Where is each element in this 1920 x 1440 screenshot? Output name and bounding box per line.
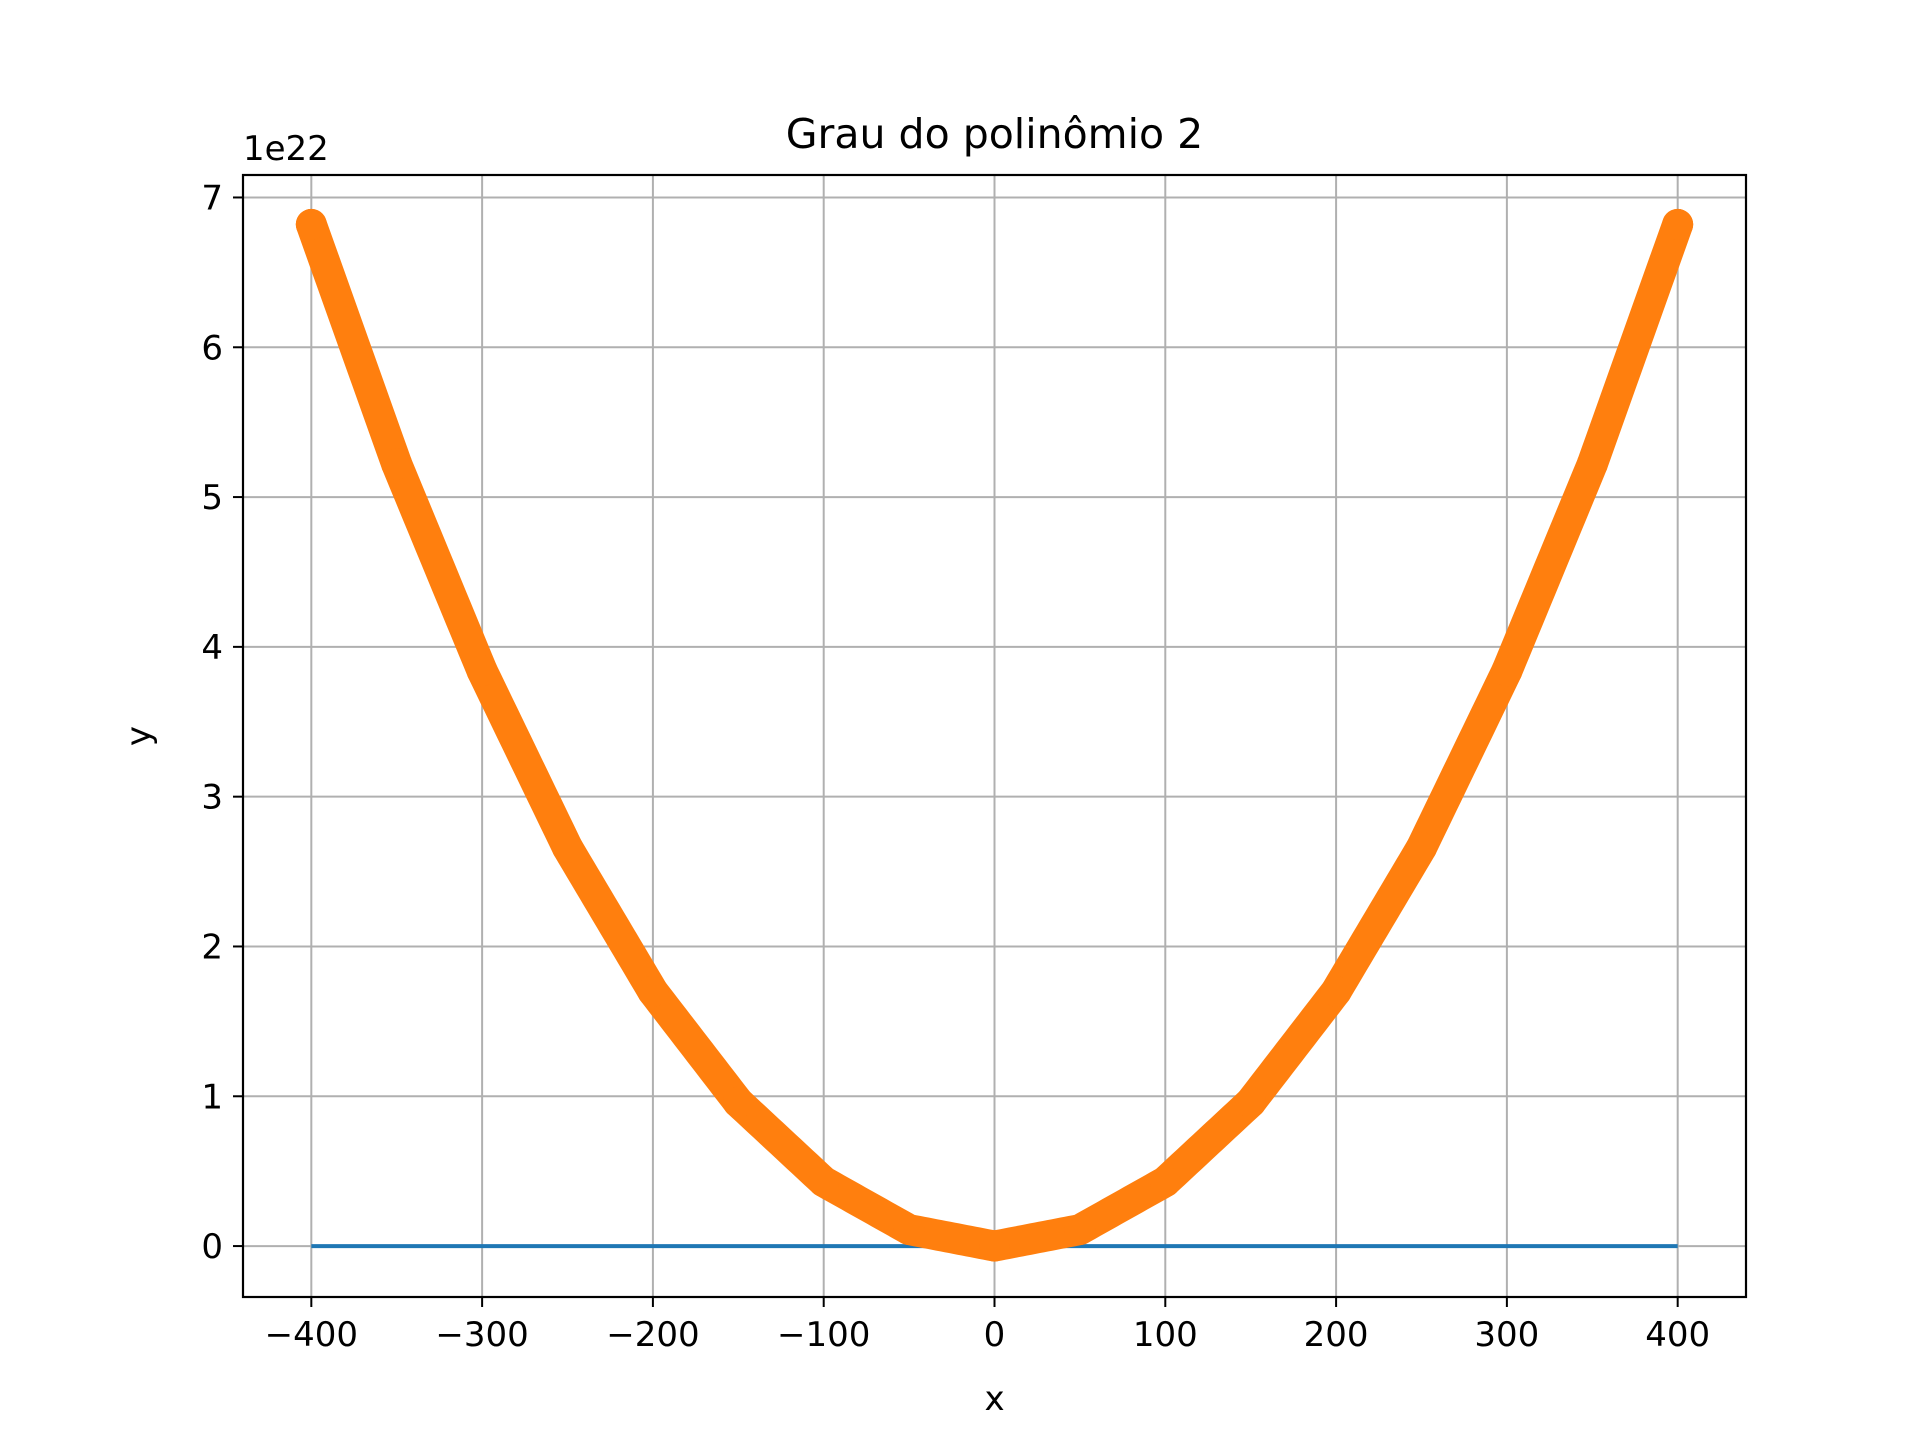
y-axis-ticks: 0 1 2 3 4 5 6 7 <box>201 178 243 1267</box>
data-point <box>1149 1166 1181 1198</box>
x-tick-label: 400 <box>1645 1315 1710 1355</box>
x-tick-label: 100 <box>1133 1315 1198 1355</box>
data-point <box>637 975 669 1007</box>
data-point <box>1662 208 1694 240</box>
y-offset-label: 1e22 <box>243 129 329 169</box>
data-point <box>552 832 584 864</box>
y-tick-label: 4 <box>201 628 223 668</box>
data-point <box>1235 1086 1267 1118</box>
series-layer <box>295 208 1694 1262</box>
x-tick-label: −300 <box>435 1315 528 1355</box>
data-point <box>1320 975 1352 1007</box>
data-point <box>808 1166 840 1198</box>
data-point <box>295 208 327 240</box>
data-point <box>1491 655 1523 687</box>
x-axis-label: x <box>984 1379 1004 1419</box>
grid <box>243 175 1746 1297</box>
data-point <box>466 655 498 687</box>
data-point <box>1405 832 1437 864</box>
x-axis-ticks: −400 −300 −200 −100 0 100 200 300 400 <box>265 1297 1710 1355</box>
y-tick-label: 7 <box>201 178 223 218</box>
data-point <box>1064 1214 1096 1246</box>
x-tick-label: −400 <box>265 1315 358 1355</box>
y-tick-label: 2 <box>201 927 223 967</box>
y-tick-label: 3 <box>201 778 223 818</box>
data-point <box>722 1086 754 1118</box>
data-point <box>381 448 413 480</box>
x-tick-label: 200 <box>1304 1315 1369 1355</box>
y-axis-label: y <box>119 726 159 746</box>
x-tick-label: 300 <box>1474 1315 1539 1355</box>
x-tick-label: −100 <box>777 1315 870 1355</box>
data-point <box>893 1214 925 1246</box>
data-point <box>979 1230 1010 1262</box>
x-tick-label: −200 <box>606 1315 699 1355</box>
y-tick-label: 0 <box>201 1227 223 1267</box>
y-tick-label: 5 <box>201 478 223 518</box>
y-tick-label: 6 <box>201 328 223 368</box>
x-tick-label: 0 <box>984 1315 1006 1355</box>
data-point <box>1576 448 1608 480</box>
y-tick-label: 1 <box>201 1077 223 1117</box>
chart-title: Grau do polinômio 2 <box>786 110 1203 158</box>
